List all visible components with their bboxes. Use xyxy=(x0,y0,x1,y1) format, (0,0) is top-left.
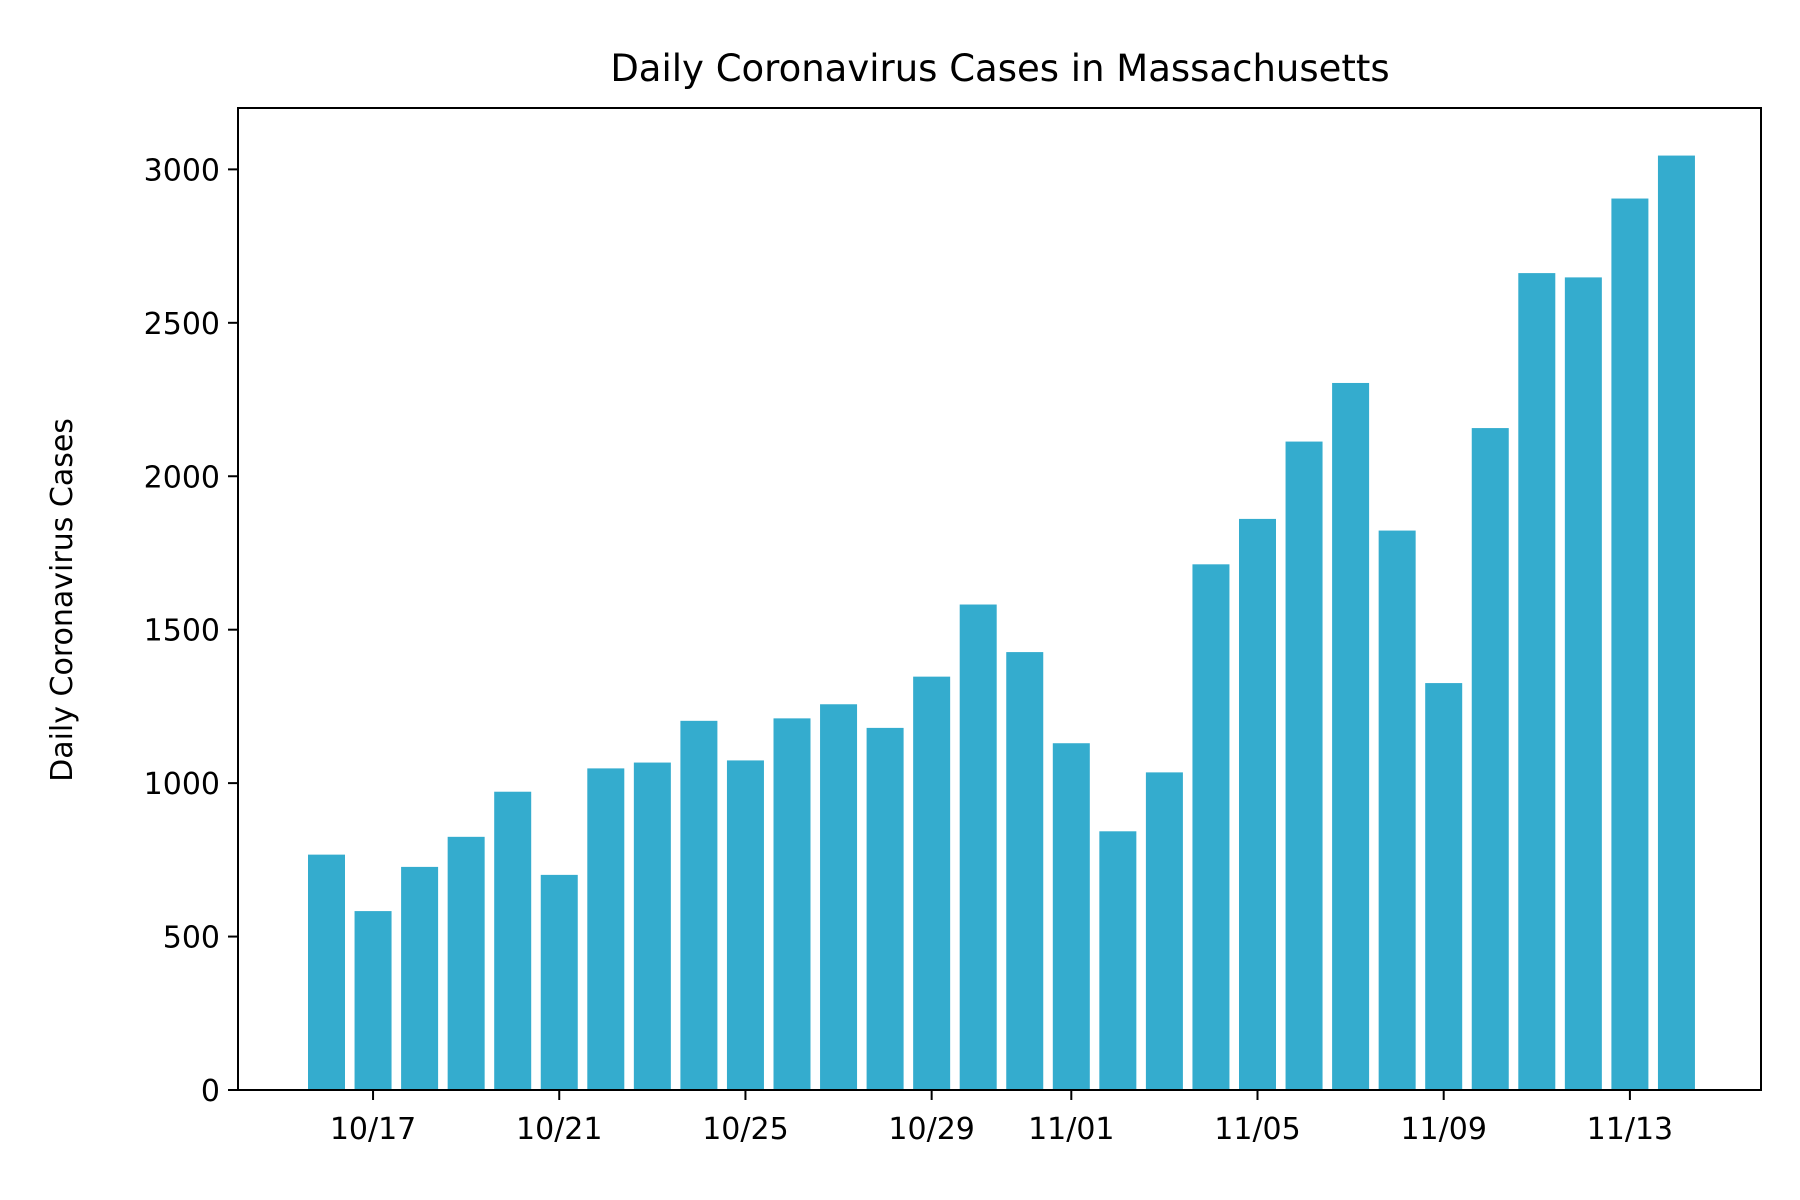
y-axis: 0 500 1000 1500 2000 2500 3000 xyxy=(144,153,238,1109)
y-axis-label: Daily Coronavirus Cases xyxy=(45,418,80,782)
bar-11-14 xyxy=(1657,155,1695,1090)
bar-10-24 xyxy=(680,720,718,1090)
y-tick-label: 500 xyxy=(163,921,220,956)
bar-10-21 xyxy=(540,874,578,1090)
bar-10-29 xyxy=(913,676,951,1090)
bar-10-16 xyxy=(308,854,345,1090)
bar-10-22 xyxy=(587,768,625,1090)
x-axis: 10/17 10/21 10/25 10/29 11/01 11/05 11/09 11/13 xyxy=(330,1090,1673,1147)
x-tick-label: 10/29 xyxy=(888,1112,974,1147)
bar-11-05 xyxy=(1239,518,1276,1090)
bar-10-20 xyxy=(494,791,532,1090)
bar-10-30 xyxy=(959,604,997,1090)
bar-11-11 xyxy=(1518,273,1556,1091)
bar-11-01 xyxy=(1052,743,1090,1090)
bar-10-28 xyxy=(866,727,904,1090)
bar-11-07 xyxy=(1332,382,1370,1091)
y-tick-label: 3000 xyxy=(144,153,220,188)
plot-area-frame xyxy=(237,107,1762,1091)
bars-group xyxy=(308,155,1695,1091)
y-tick-label: 1500 xyxy=(144,614,220,649)
x-tick-label: 11/13 xyxy=(1587,1112,1673,1147)
y-tick-label: 0 xyxy=(201,1074,220,1109)
bar-11-13 xyxy=(1611,198,1649,1090)
y-tick-label: 1000 xyxy=(144,767,220,802)
bar-10-25 xyxy=(726,760,764,1090)
bar-10-31 xyxy=(1006,652,1044,1090)
x-tick-label: 11/01 xyxy=(1028,1112,1114,1147)
x-tick-label: 10/25 xyxy=(702,1112,788,1147)
x-tick-label: 11/05 xyxy=(1214,1112,1300,1147)
bar-11-06 xyxy=(1285,441,1323,1090)
bar-11-12 xyxy=(1564,277,1602,1090)
x-tick-label: 10/17 xyxy=(330,1112,416,1147)
bar-10-23 xyxy=(633,762,671,1090)
bar-10-19 xyxy=(447,836,485,1090)
y-tick-label: 2000 xyxy=(144,460,220,495)
x-tick-label: 11/09 xyxy=(1400,1112,1486,1147)
bar-11-03 xyxy=(1145,772,1183,1090)
x-tick-label: 10/21 xyxy=(516,1112,602,1147)
chart-title: Daily Coronavirus Cases in Massachusetts xyxy=(610,47,1389,90)
bar-10-26 xyxy=(773,718,811,1090)
bar-10-27 xyxy=(820,704,858,1090)
bar-10-18 xyxy=(401,866,439,1090)
bar-10-17 xyxy=(354,911,392,1090)
bar-11-02 xyxy=(1099,831,1137,1090)
bar-11-04 xyxy=(1192,564,1230,1090)
bar-11-09 xyxy=(1425,683,1463,1090)
bar-11-08 xyxy=(1378,530,1416,1090)
bar-11-10 xyxy=(1471,428,1509,1090)
y-tick-label: 2500 xyxy=(144,307,220,342)
